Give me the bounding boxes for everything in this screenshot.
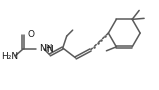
Text: H₂N: H₂N bbox=[2, 52, 19, 61]
Text: NH: NH bbox=[39, 44, 52, 53]
Text: N: N bbox=[46, 45, 53, 54]
Text: O: O bbox=[27, 30, 34, 39]
